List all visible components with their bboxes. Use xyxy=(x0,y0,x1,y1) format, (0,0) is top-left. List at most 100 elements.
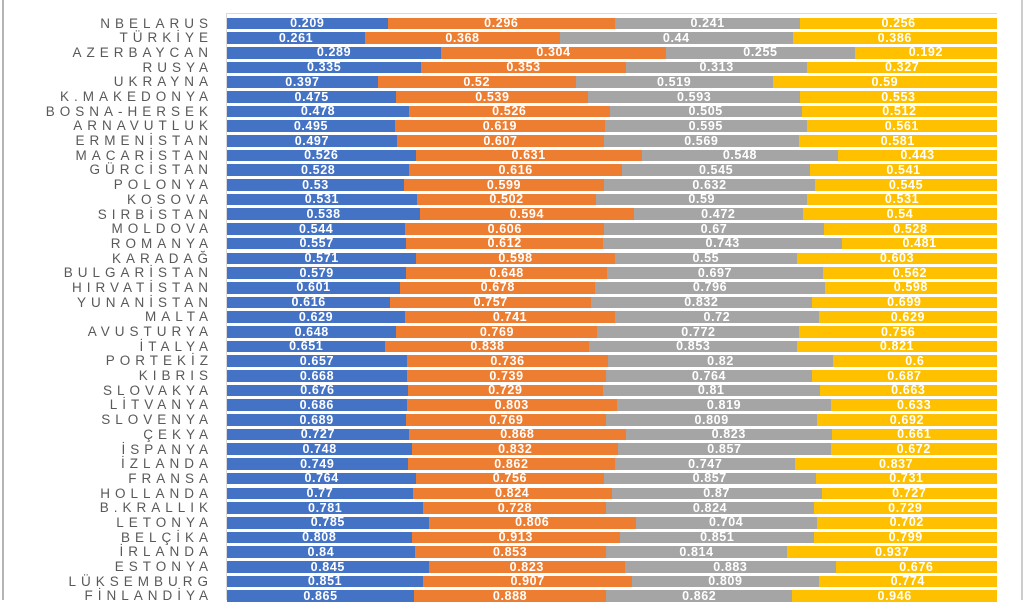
bar-value-label: 0.77 xyxy=(306,486,334,501)
bar-segment-series-1: 0.808 xyxy=(227,531,412,544)
bar-value-label: 0.687 xyxy=(887,368,922,383)
bar-value-label: 0.335 xyxy=(306,60,342,75)
bar-value-label: 0.481 xyxy=(902,236,937,251)
bar-row: HOLLANDA 0.77 0.824 0.87 0.727 xyxy=(0,486,997,501)
bar-segment-series-4: 0.799 xyxy=(814,531,997,544)
bar-segment-series-4: 0.528 xyxy=(823,223,997,235)
bar-segment-series-2: 0.888 xyxy=(414,590,607,602)
bar-value-label: 0.686 xyxy=(299,397,334,412)
bar-row: NBELARUS 0.209 0.296 0.241 0.256 xyxy=(0,16,997,31)
bar-segment-series-4: 0.481 xyxy=(842,236,997,251)
bar-value-label: 0.851 xyxy=(700,530,735,545)
bar-track: 0.531 0.502 0.59 0.531 xyxy=(227,192,997,207)
bar-segment-series-3: 0.853 xyxy=(589,339,798,354)
bar-segment-series-3: 0.67 xyxy=(604,223,824,235)
bar-value-label: 0.865 xyxy=(303,588,338,603)
bar-track: 0.651 0.838 0.853 0.821 xyxy=(227,339,997,354)
bar-value-label: 0.553 xyxy=(881,89,916,104)
category-label: GÜRCİSTAN xyxy=(89,162,213,178)
bar-value-label: 0.631 xyxy=(511,148,546,163)
bar-value-label: 0.824 xyxy=(692,500,728,515)
bar-segment-series-2: 0.599 xyxy=(403,179,604,191)
bar-segment-series-1: 0.781 xyxy=(227,502,424,514)
bar-segment-series-3: 0.796 xyxy=(595,281,825,294)
bar-segment-series-1: 0.209 xyxy=(227,17,388,30)
bar-value-label: 0.386 xyxy=(877,30,912,45)
bar-segment-series-4: 0.54 xyxy=(803,208,997,221)
bar-value-label: 0.561 xyxy=(884,118,919,133)
bar-track: 0.478 0.526 0.505 0.512 xyxy=(227,104,997,119)
bar-value-label: 0.495 xyxy=(293,118,329,133)
bar-segment-series-2: 0.728 xyxy=(423,500,607,515)
bar-value-label: 0.505 xyxy=(688,104,723,119)
bar-track: 0.475 0.539 0.593 0.553 xyxy=(227,91,997,103)
bar-value-label: 0.702 xyxy=(889,515,924,530)
bar-value-label: 0.764 xyxy=(304,471,339,486)
bar-value-label: 0.853 xyxy=(676,339,711,354)
category-label: LİTVANYA xyxy=(109,397,213,413)
bar-segment-series-1: 0.531 xyxy=(227,193,417,206)
bar-segment-series-3: 0.632 xyxy=(603,179,815,191)
bar-segment-series-1: 0.851 xyxy=(227,575,424,588)
bar-value-label: 0.541 xyxy=(886,162,921,177)
bar-value-label: 0.72 xyxy=(703,309,731,324)
bar-segment-series-1: 0.748 xyxy=(227,443,413,456)
bar-segment-series-3: 0.44 xyxy=(559,32,793,44)
category-label: KARADAĞ xyxy=(111,250,213,266)
bar-segment-series-1: 0.651 xyxy=(227,339,386,354)
bar-segment-series-1: 0.335 xyxy=(227,60,422,75)
bar-row: RUSYA 0.335 0.353 0.313 0.327 xyxy=(0,60,997,75)
bar-value-label: 0.676 xyxy=(899,559,934,574)
bar-value-label: 0.809 xyxy=(708,574,743,589)
bar-value-label: 0.539 xyxy=(475,89,510,104)
bar-segment-series-4: 0.541 xyxy=(810,162,997,177)
bar-segment-series-2: 0.631 xyxy=(415,148,642,163)
category-label: K.MAKEDONYA xyxy=(59,89,213,105)
bar-segment-series-4: 0.553 xyxy=(799,89,997,104)
bar-value-label: 0.907 xyxy=(510,574,545,589)
bar-segment-series-3: 0.819 xyxy=(616,399,832,412)
bar-value-label: 0.327 xyxy=(885,60,920,75)
bar-segment-series-1: 0.53 xyxy=(227,179,404,191)
bar-value-label: 0.82 xyxy=(707,353,734,368)
bar-row: İZLANDA 0.749 0.862 0.747 0.837 xyxy=(0,457,997,472)
bar-segment-series-1: 0.579 xyxy=(227,267,407,279)
bar-value-label: 0.443 xyxy=(900,148,935,163)
bar-segment-series-2: 0.607 xyxy=(396,135,605,147)
bar-row: İTALYA 0.651 0.838 0.853 0.821 xyxy=(0,339,997,354)
bar-segment-series-2: 0.741 xyxy=(405,311,615,323)
bar-value-label: 0.832 xyxy=(684,295,719,310)
bar-row: B.KRALLIK 0.781 0.728 0.824 0.729 xyxy=(0,501,997,516)
category-label: İTALYA xyxy=(139,338,213,354)
bar-track: 0.727 0.868 0.823 0.661 xyxy=(227,428,997,441)
bar-segment-series-4: 0.702 xyxy=(816,515,997,530)
bar-segment-series-2: 0.838 xyxy=(385,340,590,353)
bar-segment-series-4: 0.729 xyxy=(813,502,997,514)
category-label: MALTA xyxy=(144,309,213,325)
category-label: SIRBİSTAN xyxy=(97,206,213,222)
bar-row: BULGARİSTAN 0.579 0.648 0.697 0.562 xyxy=(0,266,997,281)
bar-value-label: 0.651 xyxy=(289,339,324,354)
bar-segment-series-4: 0.946 xyxy=(792,590,997,602)
bar-segment-series-1: 0.544 xyxy=(227,223,406,235)
bar-value-label: 0.368 xyxy=(445,30,480,45)
bar-value-label: 0.728 xyxy=(497,500,533,515)
bar-value-label: 0.59 xyxy=(688,192,716,207)
bar-track: 0.528 0.616 0.545 0.541 xyxy=(227,162,997,177)
bar-segment-series-3: 0.505 xyxy=(609,104,802,119)
bar-value-label: 0.823 xyxy=(509,559,544,574)
plot-area-left-border xyxy=(226,13,227,600)
bar-segment-series-3: 0.824 xyxy=(606,500,814,515)
bar-segment-series-2: 0.526 xyxy=(409,105,610,118)
bar-value-label: 0.672 xyxy=(896,442,931,457)
bar-row: İSPANYA 0.748 0.832 0.857 0.672 xyxy=(0,442,997,457)
bar-value-label: 0.289 xyxy=(316,45,352,60)
bar-segment-series-1: 0.764 xyxy=(227,471,417,486)
bar-value-label: 0.913 xyxy=(498,530,533,545)
bar-value-label: 0.803 xyxy=(494,397,529,412)
bar-value-label: 0.633 xyxy=(896,397,932,412)
bar-value-label: 0.727 xyxy=(892,486,927,501)
bar-value-label: 0.764 xyxy=(691,368,727,383)
bar-value-label: 0.616 xyxy=(291,295,326,310)
bar-segment-series-3: 0.569 xyxy=(604,135,799,147)
